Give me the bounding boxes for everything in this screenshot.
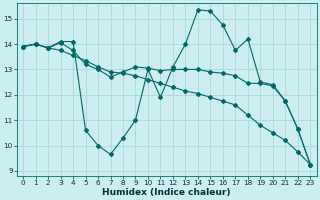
X-axis label: Humidex (Indice chaleur): Humidex (Indice chaleur)	[102, 188, 231, 197]
